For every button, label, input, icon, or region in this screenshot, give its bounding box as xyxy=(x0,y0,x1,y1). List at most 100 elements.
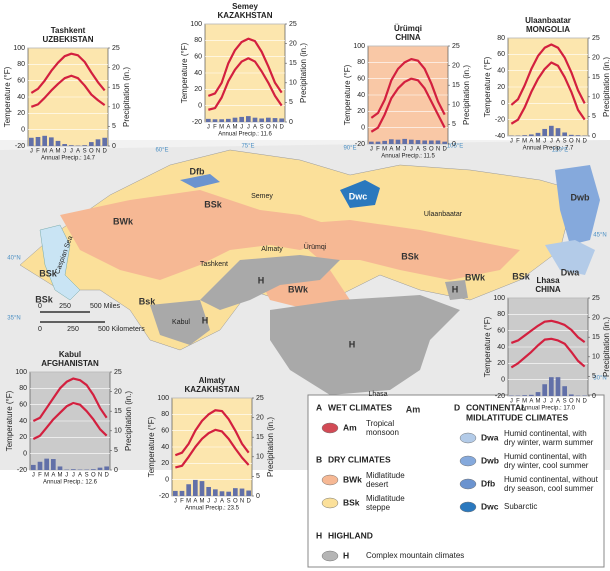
month-label: J xyxy=(174,499,177,505)
y-tick-label: 100 xyxy=(190,21,202,28)
month-label: A xyxy=(529,399,533,405)
y-tick-label: -20 xyxy=(355,141,365,148)
y2-tick-label: 20 xyxy=(592,54,600,61)
annual-precip: Annual Precip.: 12.6 xyxy=(43,480,98,486)
month-label: M xyxy=(58,473,63,479)
highland-region xyxy=(150,300,210,345)
legend-description: Humid continental, with xyxy=(504,429,587,438)
precip-bar xyxy=(89,142,94,146)
temperature-curve xyxy=(32,401,108,440)
month-label: M xyxy=(522,139,527,145)
precip-bar xyxy=(562,132,567,136)
month-label: A xyxy=(556,139,560,145)
y-tick-label: 0 xyxy=(21,127,25,134)
y-axis-title: Temperature (°F) xyxy=(147,416,156,477)
legend-description: Midlatitude xyxy=(366,471,405,480)
y2-tick-label: 0 xyxy=(114,467,118,474)
precip-bar xyxy=(226,491,231,496)
y-tick-label: 80 xyxy=(161,411,169,418)
month-label: J xyxy=(410,147,413,153)
month-label: M xyxy=(522,399,527,405)
month-label: M xyxy=(536,399,541,405)
country-name: KAZAKHSTAN xyxy=(218,11,273,20)
month-label: D xyxy=(442,147,447,153)
y-tick-label: 0 xyxy=(501,100,505,107)
precip-bar xyxy=(246,116,251,122)
month-label: A xyxy=(253,125,257,131)
month-label: S xyxy=(83,149,87,155)
precip-bar xyxy=(435,140,441,144)
y2-tick-label: 25 xyxy=(256,395,264,402)
precip-bar xyxy=(31,464,36,470)
y2-tick-label: 5 xyxy=(256,473,260,480)
y2-tick-label: 5 xyxy=(592,113,596,120)
precip-bar xyxy=(389,139,394,144)
precip-bar xyxy=(219,119,224,122)
y-tick-label: 20 xyxy=(357,108,365,115)
y2-tick-label: 0 xyxy=(592,133,596,140)
legend-description: steppe xyxy=(366,503,391,512)
legend-code: Dwa xyxy=(481,432,499,442)
precip-bar xyxy=(429,140,434,144)
graticule-label: 35°N xyxy=(7,316,20,322)
y-tick-label: 0 xyxy=(198,103,202,110)
month-label: M xyxy=(382,147,387,153)
month-label: M xyxy=(200,499,205,505)
legend-code: Dwc xyxy=(481,501,499,511)
country-name: KAZAKHSTAN xyxy=(185,385,240,394)
y2-axis-title: Precipitation (in.) xyxy=(602,317,610,377)
month-label: M xyxy=(396,147,401,153)
y2-tick-label: 15 xyxy=(592,334,600,341)
month-label: A xyxy=(193,499,197,505)
annual-precip: Annual Precip.: 17.0 xyxy=(521,406,576,412)
y-tick-label: 40 xyxy=(19,418,27,425)
y2-tick-label: 20 xyxy=(289,40,297,47)
month-label: S xyxy=(227,499,231,505)
precip-bar xyxy=(206,486,211,496)
caspian-sea xyxy=(39,224,81,301)
y-tick-label: 100 xyxy=(13,45,25,52)
legend-description: Complex mountain climates xyxy=(366,551,464,560)
y2-tick-label: 5 xyxy=(114,447,118,454)
temperature-curve xyxy=(510,319,586,344)
month-label: J xyxy=(72,473,75,479)
map-label: Lhasa xyxy=(368,391,387,398)
map-label: BWk xyxy=(288,284,309,294)
month-label: A xyxy=(49,149,53,155)
precip-bar xyxy=(562,386,567,396)
y-tick-label: 60 xyxy=(194,54,202,61)
y2-tick-label: 0 xyxy=(452,141,456,148)
legend-letter: H xyxy=(316,530,322,540)
precip-bar xyxy=(382,140,387,144)
precip-bar xyxy=(71,469,76,470)
month-label: A xyxy=(556,399,560,405)
month-label: N xyxy=(576,399,580,405)
month-label: D xyxy=(279,125,284,131)
month-label: J xyxy=(543,139,546,145)
precip-bar xyxy=(549,377,554,396)
precip-bar xyxy=(95,139,101,146)
y2-axis-title: Precipitation (in.) xyxy=(602,57,610,117)
precip-bar xyxy=(542,384,547,396)
month-label: J xyxy=(550,399,553,405)
precip-bar xyxy=(232,117,238,122)
map-label: BSk xyxy=(401,251,420,261)
month-label: A xyxy=(220,499,224,505)
y2-tick-label: 20 xyxy=(256,414,264,421)
city-name: Kabul xyxy=(59,350,81,359)
precip-bar xyxy=(29,137,34,146)
y2-tick-label: 25 xyxy=(592,35,600,42)
precip-bar xyxy=(233,488,238,496)
city-name: Tashkent xyxy=(51,26,86,35)
scale-label: 500 Miles xyxy=(90,303,120,310)
dwc-region xyxy=(340,180,380,208)
month-label: S xyxy=(563,139,567,145)
month-label: N xyxy=(273,125,277,131)
month-label: F xyxy=(213,125,217,131)
y-tick-label: 20 xyxy=(194,86,202,93)
y-tick-label: 80 xyxy=(357,59,365,66)
